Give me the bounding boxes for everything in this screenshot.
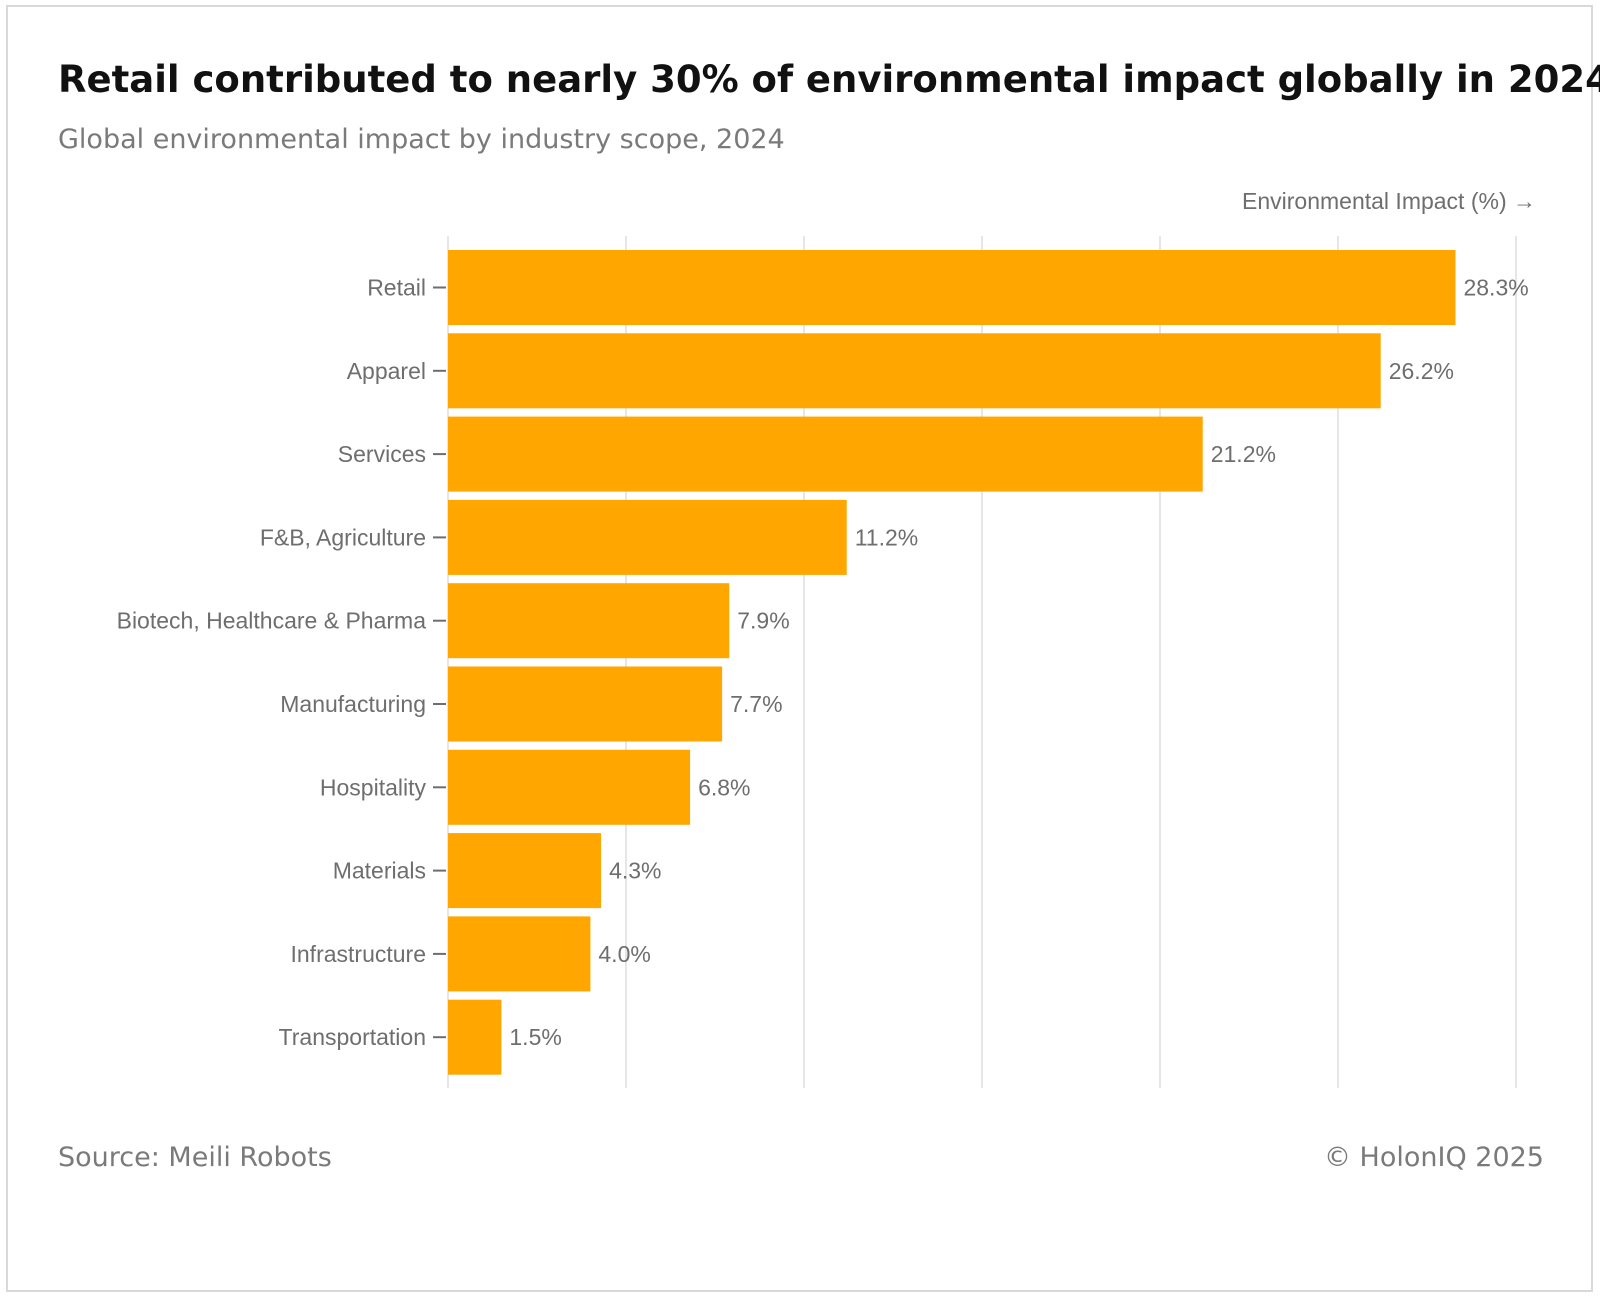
- value-label: 1.5%: [509, 1024, 561, 1050]
- bar[interactable]: [448, 250, 1456, 325]
- copyright-note: © HolonIQ 2025: [1323, 1142, 1544, 1173]
- category-label: Apparel: [347, 358, 426, 384]
- value-label: 28.3%: [1463, 275, 1528, 301]
- value-label: 4.0%: [598, 941, 650, 967]
- bar[interactable]: [448, 416, 1203, 492]
- bar[interactable]: [448, 749, 691, 825]
- value-label: 7.9%: [737, 608, 789, 634]
- category-label: F&B, Agriculture: [260, 524, 426, 550]
- value-label: 4.3%: [609, 858, 661, 884]
- bar[interactable]: [448, 333, 1381, 409]
- x-axis-title: Environmental Impact (%) →: [1242, 188, 1536, 214]
- chart-title: Retail contributed to nearly 30% of envi…: [58, 58, 1600, 101]
- category-label: Services: [338, 441, 426, 467]
- value-label: 6.8%: [698, 774, 750, 800]
- bar[interactable]: [448, 666, 723, 742]
- category-label: Hospitality: [320, 774, 427, 800]
- source-note: Source: Meili Robots: [58, 1142, 332, 1173]
- value-label: 21.2%: [1211, 441, 1276, 467]
- category-label: Retail: [367, 275, 426, 301]
- bars: [448, 250, 1456, 1075]
- value-labels: 28.3% 26.2% 21.2% 11.2% 7.9% 7.7% 6.8% 4.3% 4.0%…: [509, 275, 1528, 1051]
- value-label: 7.7%: [730, 691, 782, 717]
- value-label: 26.2%: [1389, 358, 1454, 384]
- bar[interactable]: [448, 583, 730, 659]
- bar[interactable]: [448, 499, 847, 575]
- category-label: Biotech, Healthcare & Pharma: [117, 608, 427, 634]
- category-labels: Retail Apparel Services F&B, Agriculture Bio…: [117, 275, 446, 1050]
- bar[interactable]: [448, 999, 502, 1075]
- category-label: Materials: [333, 858, 426, 884]
- category-label: Manufacturing: [280, 691, 426, 717]
- bar[interactable]: [448, 833, 602, 909]
- bar[interactable]: [448, 916, 591, 992]
- category-label: Infrastructure: [291, 941, 427, 967]
- value-label: 11.2%: [855, 524, 919, 550]
- chart-card: [6, 5, 1593, 1292]
- chart-subtitle: Global environmental impact by industry …: [58, 124, 785, 155]
- category-label: Transportation: [279, 1024, 426, 1050]
